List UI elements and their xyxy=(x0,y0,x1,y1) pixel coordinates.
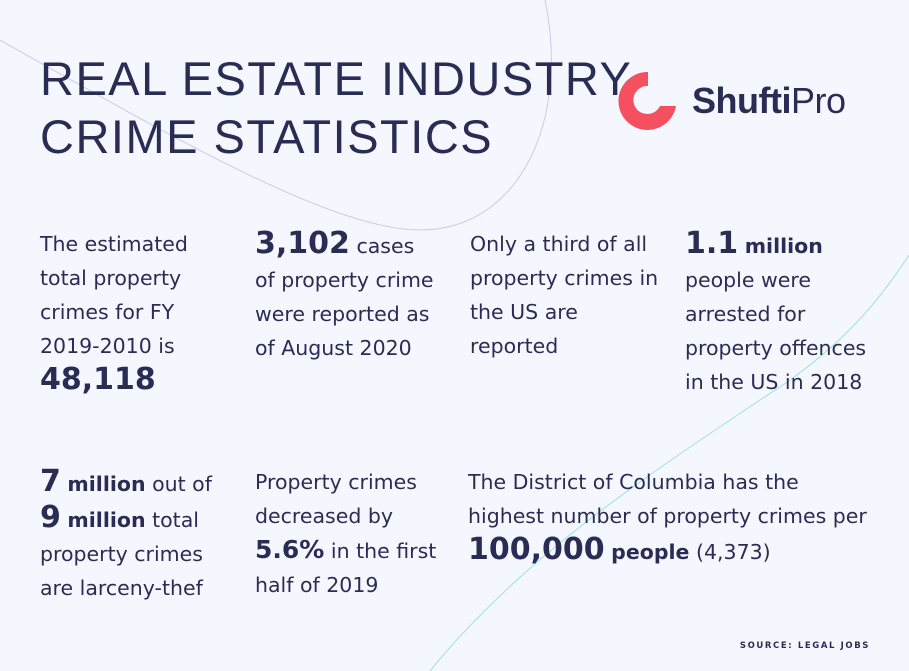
stat-5-unit-b: million xyxy=(67,508,146,532)
stat-third-reported: Only a third of all property crimes in t… xyxy=(470,227,660,363)
stat-7-value: 100,000 xyxy=(468,532,605,567)
source-credit: SOURCE: LEGAL JOBS xyxy=(739,641,870,651)
stat-7-text-b: (4,373) xyxy=(695,540,771,564)
stat-4-unit: million xyxy=(744,234,823,258)
stat-4-text: people were arrested for property offenc… xyxy=(685,268,867,394)
stat-2-text: cases of property crime were reported as… xyxy=(255,234,434,360)
title-line-1: REAL ESTATE INDUSTRY xyxy=(40,52,633,105)
stat-district-of-columbia: The District of Columbia has the highest… xyxy=(468,465,873,569)
stat-3-text: Only a third of all property crimes in t… xyxy=(470,232,659,358)
stat-2-value: 3,102 xyxy=(255,226,350,261)
stat-6-value: 5.6% xyxy=(255,535,325,564)
stat-7-text-a: The District of Columbia has the highest… xyxy=(468,470,867,528)
page-title: REAL ESTATE INDUSTRY CRIME STATISTICS xyxy=(40,50,632,166)
stat-5-unit-a: million xyxy=(67,472,146,496)
stat-5-value-b: 9 xyxy=(40,500,61,535)
shufti-pro-logo: ShuftiPro xyxy=(614,66,846,136)
title-line-2: CRIME STATISTICS xyxy=(40,110,494,163)
stat-5-text-b: total property crimes are larceny-thef xyxy=(40,508,203,600)
stat-1-text: The estimated total property crimes for … xyxy=(40,232,188,358)
logo-wordmark: ShuftiPro xyxy=(692,80,846,122)
stat-total-property-crimes: The estimated total property crimes for … xyxy=(40,227,220,399)
stat-5-text-a: out of xyxy=(152,472,212,496)
logo-word-regular: Pro xyxy=(790,80,846,121)
stat-cases-reported: 3,102 cases of property crime were repor… xyxy=(255,227,440,365)
stat-7-unit: people xyxy=(611,540,690,564)
stat-1-value: 48,118 xyxy=(40,362,156,397)
stat-larceny: 7 million out of 9 million total propert… xyxy=(40,465,230,605)
stat-4-value: 1.1 xyxy=(685,226,739,261)
shufti-pro-logo-icon xyxy=(618,71,676,130)
logo-word-bold: Shufti xyxy=(692,80,791,121)
stat-decrease: Property crimes decreased by 5.6% in the… xyxy=(255,465,445,602)
stat-arrests: 1.1 million people were arrested for pro… xyxy=(685,227,890,399)
stat-6-text-b: in the first half of 2019 xyxy=(255,539,437,597)
stat-5-value-a: 7 xyxy=(40,464,61,499)
stat-6-text-a: Property crimes decreased by xyxy=(255,470,417,528)
